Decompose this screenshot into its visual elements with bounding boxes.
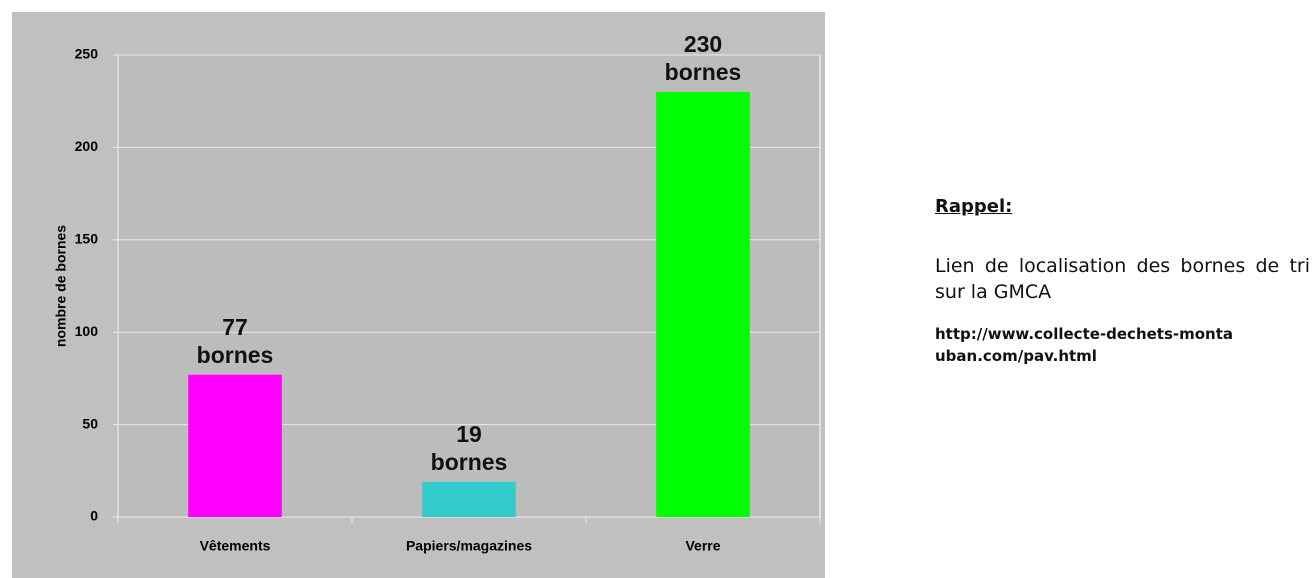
note-title: Rappel: <box>935 196 1013 217</box>
bar <box>188 374 282 517</box>
y-tick-label: 0 <box>90 508 98 524</box>
note: Rappel: Lien de localisation des bornes … <box>935 196 1310 385</box>
x-tick-label: Vêtements <box>200 538 271 554</box>
note-link[interactable]: http://www.collecte-dechets-montauban.co… <box>935 325 1234 365</box>
y-axis-label: nombre de bornes <box>53 225 69 347</box>
y-tick-label: 50 <box>82 415 98 431</box>
chart: nombre de bornes 0 50 100 150 200 250 Vêtement… <box>12 12 825 578</box>
bar <box>656 91 750 518</box>
y-tick-label: 250 <box>75 46 99 62</box>
data-label: 230 bornes <box>664 30 742 85</box>
x-tick-label: Papiers/magazines <box>406 538 532 554</box>
note-text: Lien de localisation des bornes de tri s… <box>935 255 1310 303</box>
bar <box>422 481 516 517</box>
data-label: 19 bornes <box>430 420 508 475</box>
y-tick-label: 200 <box>75 138 99 154</box>
y-tick-label: 100 <box>75 323 99 339</box>
x-tick-label: Verre <box>685 538 720 554</box>
data-label: 77 bornes <box>196 313 274 368</box>
y-tick-label: 150 <box>75 231 99 247</box>
